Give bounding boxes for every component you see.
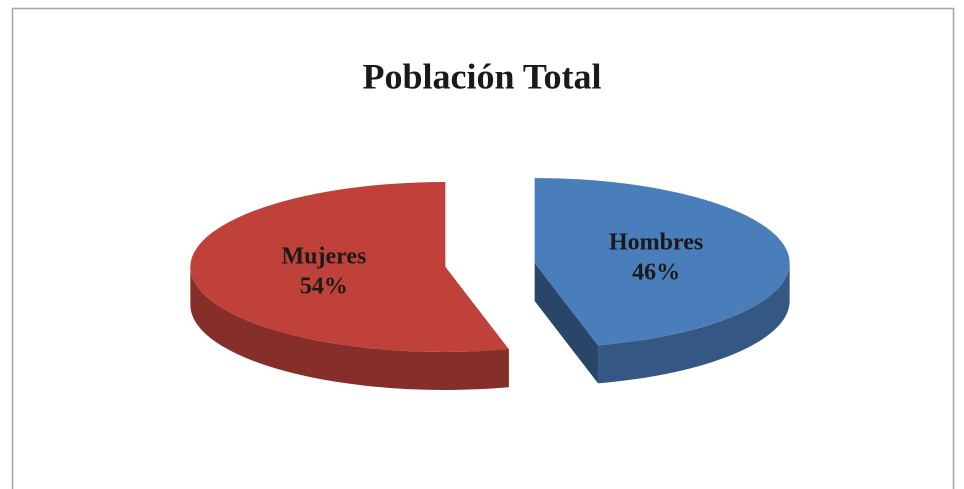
- slice: [534, 178, 790, 346]
- slice-label: Hombres: [609, 229, 703, 255]
- slice-value-label: 46%: [632, 259, 680, 285]
- slice-edge: [190, 266, 509, 390]
- slice-label: Mujeres: [281, 244, 366, 270]
- slice-side: [534, 263, 599, 384]
- slice-edge: [598, 263, 790, 384]
- slice: [190, 181, 509, 352]
- slice-value-label: 54%: [300, 274, 348, 300]
- chart-frame: [11, 7, 955, 489]
- chart-title: Población Total: [362, 56, 601, 96]
